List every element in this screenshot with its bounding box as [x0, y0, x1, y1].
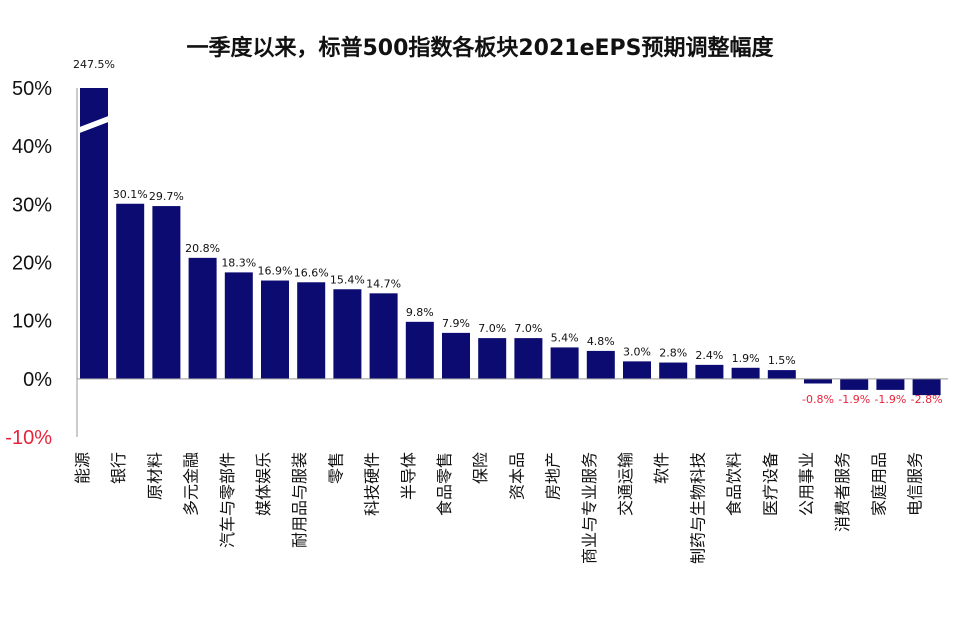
- data-label: -1.9%: [838, 393, 870, 406]
- y-axis-ticks: 50% 40% 30% 20% 10% 0% -10%: [5, 78, 52, 449]
- y-tick-label: 10%: [12, 311, 52, 333]
- data-label: 4.8%: [587, 335, 615, 348]
- bar: [912, 378, 941, 396]
- data-label: 1.9%: [732, 352, 760, 365]
- bar: [478, 338, 507, 379]
- category-label: 资本品: [507, 452, 526, 500]
- data-label: 16.6%: [294, 266, 329, 279]
- category-label: 商业与专业服务: [580, 452, 599, 564]
- category-label: 食品饮料: [725, 452, 744, 516]
- bar: [333, 289, 362, 379]
- bar: [405, 321, 434, 379]
- category-label: 家庭用品: [869, 452, 888, 516]
- category-label: 耐用品与服装: [290, 452, 309, 548]
- bar: [550, 347, 579, 379]
- data-label: 18.3%: [221, 256, 256, 269]
- data-label: 14.7%: [366, 277, 401, 290]
- category-label: 交通运输: [616, 452, 635, 516]
- bar: [695, 364, 724, 379]
- category-label: 原材料: [145, 452, 164, 500]
- y-tick-label: 40%: [12, 136, 52, 158]
- data-label: 30.1%: [113, 188, 148, 201]
- bar: [659, 362, 688, 379]
- data-label: 2.8%: [659, 347, 687, 360]
- data-label: 3.0%: [623, 345, 651, 358]
- data-label: 1.5%: [768, 354, 796, 367]
- data-label: -1.9%: [874, 393, 906, 406]
- data-label: 2.4%: [695, 349, 723, 362]
- category-labels: 能源 银行 原材料 多元金融 汽车与零部件 媒体娱乐 耐用品与服装 零售 科技硬件 半导体 食品零售…: [73, 452, 925, 564]
- data-label: 16.9%: [258, 265, 293, 278]
- category-label: 多元金融: [182, 452, 201, 516]
- bars: [77, 88, 941, 396]
- bar: [767, 370, 796, 379]
- category-label: 消费者服务: [833, 452, 852, 532]
- data-label: 29.7%: [149, 190, 184, 203]
- bar: [623, 361, 651, 379]
- category-label: 媒体娱乐: [254, 452, 273, 516]
- data-label: 7.9%: [442, 317, 470, 330]
- category-label: 食品零售: [435, 452, 454, 516]
- chart-title: 一季度以来，标普500指数各板块2021eEPS预期调整幅度: [186, 35, 774, 61]
- bar: [442, 332, 470, 379]
- data-label: 7.0%: [478, 322, 506, 335]
- y-tick-label: 20%: [12, 253, 52, 275]
- axes: [76, 88, 948, 437]
- category-label: 制药与生物科技: [688, 452, 707, 564]
- data-label: 9.8%: [406, 306, 434, 319]
- data-label: 20.8%: [185, 242, 220, 255]
- category-label: 软件: [652, 452, 671, 484]
- bar: [152, 206, 181, 379]
- bar: [804, 378, 832, 384]
- bar: [261, 280, 289, 379]
- y-tick-label: -10%: [5, 427, 52, 449]
- category-label: 保险: [471, 452, 490, 484]
- category-label: 能源: [73, 452, 92, 484]
- bar: [586, 350, 615, 379]
- category-label: 科技硬件: [363, 452, 382, 516]
- data-labels: 247.5% 30.1% 29.7% 20.8%18.3%16.9% 16.6%15.4…: [73, 58, 943, 406]
- axis-break-mark: [77, 115, 111, 134]
- bar: [297, 282, 326, 379]
- data-label: -0.8%: [802, 393, 834, 406]
- y-tick-label: 30%: [12, 194, 52, 216]
- bar: [188, 257, 217, 379]
- category-label: 公用事业: [797, 452, 816, 516]
- category-label: 半导体: [399, 452, 418, 500]
- category-label: 医疗设备: [761, 452, 780, 516]
- category-label: 电信服务: [906, 452, 925, 516]
- data-label: 7.0%: [514, 322, 542, 335]
- data-label: 247.5%: [73, 58, 115, 71]
- bar: [80, 88, 108, 379]
- bar: [224, 272, 253, 379]
- bar: [840, 378, 869, 390]
- bar: [876, 378, 905, 390]
- bar: [369, 293, 398, 379]
- category-label: 银行: [109, 452, 128, 484]
- data-label: 5.4%: [551, 331, 579, 344]
- data-label: -2.8%: [911, 393, 943, 406]
- category-label: 零售: [326, 452, 345, 484]
- y-tick-label: 0%: [23, 369, 52, 391]
- bar: [514, 338, 543, 379]
- y-tick-label: 50%: [12, 78, 52, 100]
- category-label: 汽车与零部件: [218, 452, 237, 548]
- data-label: 15.4%: [330, 273, 365, 286]
- bar: [116, 203, 145, 379]
- category-label: 房地产: [544, 452, 563, 500]
- bar: [731, 367, 760, 379]
